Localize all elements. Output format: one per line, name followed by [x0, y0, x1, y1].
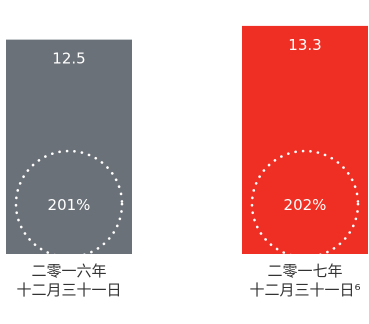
category-label-1-line-2: 十二月三十一日: [16, 281, 121, 299]
ratio-label-1: 201%: [48, 196, 91, 214]
category-label-2-line-1: 二零一七年: [267, 262, 342, 280]
ratio-circle-2: [250, 149, 360, 259]
bar-value-label-1: 12.5: [52, 50, 85, 68]
bar-value-label-2: 13.3: [288, 36, 321, 54]
bar-2: [242, 25, 368, 255]
bar-1: [6, 39, 132, 254]
category-label-2-line-2: 十二月三十一日⁶: [249, 281, 360, 299]
category-label-1-line-1: 二零一六年: [31, 262, 106, 280]
ratio-label-2: 202%: [284, 196, 327, 214]
ratio-circle-1: [14, 149, 124, 259]
